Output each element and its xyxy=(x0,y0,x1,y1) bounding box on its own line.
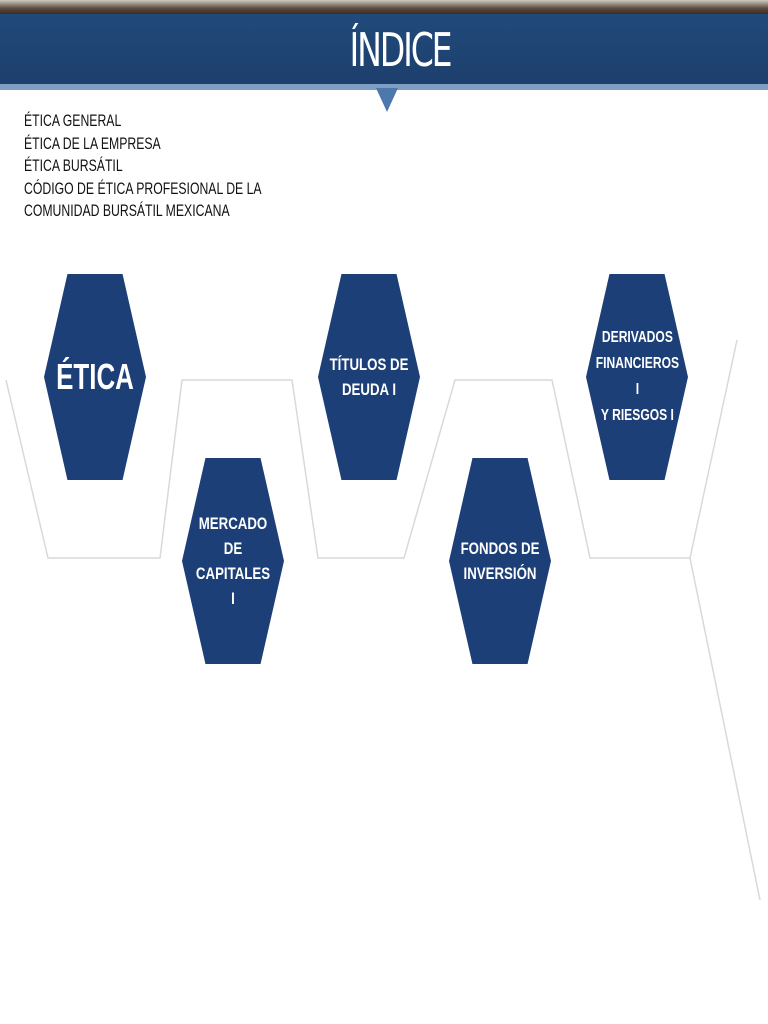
zigzag-path-line xyxy=(5,339,738,559)
header-band xyxy=(0,14,768,84)
top-border-strip xyxy=(0,0,768,14)
header-underline xyxy=(0,84,768,90)
module-hex-titulos-deuda[interactable]: TÍTULOS DE DEUDA I xyxy=(318,274,420,480)
module-label-derivados: DERIVADOS FINANCIEROS I Y RIESGOS I xyxy=(595,329,679,424)
module-label-mercado-capitales: MERCADO DE CAPITALES I xyxy=(195,514,271,608)
index-item-etica-general[interactable]: ÉTICA GENERAL xyxy=(24,111,122,130)
index-item-codigo-etica-1[interactable]: CÓDIGO DE ÉTICA PROFESIONAL DE LA xyxy=(24,178,262,198)
module-label-fondos-inversion: FONDOS DE INVERSIÓN xyxy=(460,539,540,583)
module-hex-etica[interactable]: ÉTICA xyxy=(44,274,146,480)
module-label-titulos-deuda: TÍTULOS DE DEUDA I xyxy=(329,355,409,399)
module-hex-fondos-inversion[interactable]: FONDOS DE INVERSIÓN xyxy=(449,458,551,664)
index-list: ÉTICA GENERAL ÉTICA DE LA EMPRESA ÉTICA … xyxy=(24,110,262,223)
zigzag-path-tail xyxy=(689,557,761,901)
header-pointer-arrow xyxy=(376,88,398,112)
index-item-codigo-etica-2[interactable]: COMUNIDAD BURSÁTIL MEXICANA xyxy=(24,201,230,220)
module-label-etica: ÉTICA xyxy=(56,356,134,397)
page-title: ÍNDICE xyxy=(349,23,453,77)
index-item-etica-bursatil[interactable]: ÉTICA BURSÁTIL xyxy=(24,156,123,175)
index-item-etica-empresa[interactable]: ÉTICA DE LA EMPRESA xyxy=(24,133,161,153)
module-hex-derivados[interactable]: DERIVADOS FINANCIEROS I Y RIESGOS I xyxy=(586,274,688,480)
module-hex-mercado-capitales[interactable]: MERCADO DE CAPITALES I xyxy=(182,458,284,664)
